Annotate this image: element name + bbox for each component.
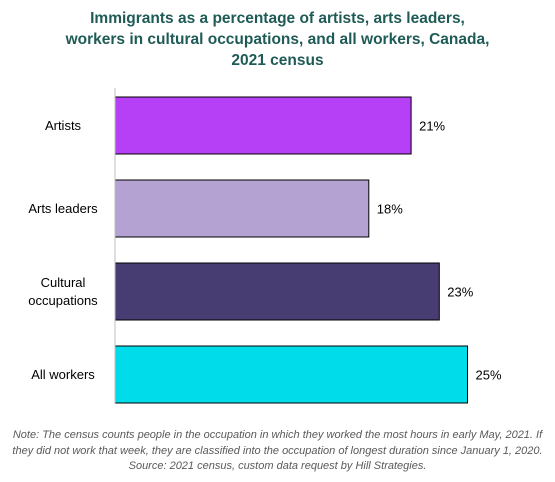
- chart-title-line-3: 2021 census: [231, 52, 324, 69]
- bar-2: [114, 262, 440, 321]
- bar-3: [114, 345, 468, 404]
- data-label-0: 21%: [419, 119, 445, 134]
- data-label-1: 18%: [377, 202, 403, 217]
- category-label-0: Artists: [45, 118, 82, 133]
- chart-title-line-2: workers in cultural occupations, and all…: [65, 31, 490, 48]
- chart-title: Immigrants as a percentage of artists, a…: [0, 8, 555, 71]
- category-label-3: All workers: [31, 367, 95, 382]
- data-label-3: 25%: [476, 368, 502, 383]
- chart-note: Note: The census counts people in the oc…: [12, 429, 543, 472]
- chart-title-line-1: Immigrants as a percentage of artists, a…: [90, 10, 465, 27]
- data-label-2: 23%: [447, 285, 473, 300]
- bar-1: [114, 179, 370, 238]
- bar-0: [114, 96, 412, 155]
- category-label-2: Cultural occupations: [28, 275, 98, 308]
- category-label-1: Arts leaders: [28, 201, 98, 216]
